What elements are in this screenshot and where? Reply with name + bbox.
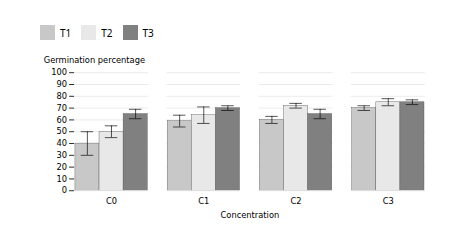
svg-text:20: 20 xyxy=(56,162,67,172)
svg-text:100: 100 xyxy=(51,67,67,77)
svg-text:Concentration: Concentration xyxy=(221,210,280,220)
svg-text:50: 50 xyxy=(56,126,67,136)
svg-text:C2: C2 xyxy=(290,196,301,206)
svg-text:0: 0 xyxy=(62,185,67,195)
svg-text:90: 90 xyxy=(56,79,67,89)
svg-text:C1: C1 xyxy=(198,196,209,206)
svg-text:70: 70 xyxy=(56,103,67,113)
svg-text:C3: C3 xyxy=(383,196,394,206)
svg-text:60: 60 xyxy=(56,115,67,125)
html-text:T1: T1 xyxy=(60,25,72,40)
svg-text:30: 30 xyxy=(56,150,67,160)
svg-text:Germination percentage: Germination percentage xyxy=(44,55,145,65)
svg-text:C0: C0 xyxy=(106,196,117,206)
svg-text:80: 80 xyxy=(56,91,67,101)
html-text:T3: T3 xyxy=(142,25,154,40)
svg-text:10: 10 xyxy=(56,174,67,184)
svg-text:40: 40 xyxy=(56,138,67,148)
html-text:T2: T2 xyxy=(101,25,113,40)
